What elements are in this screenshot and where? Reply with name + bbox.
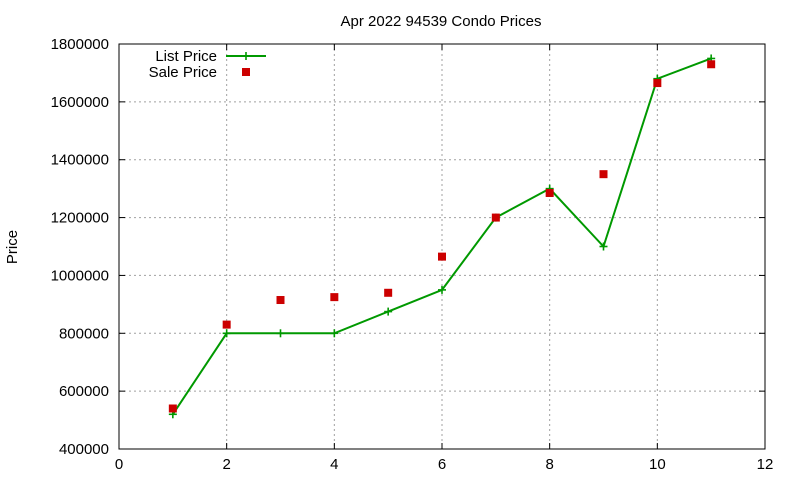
chart-title: Apr 2022 94539 Condo Prices	[341, 13, 542, 30]
y-tick-label: 400000	[59, 441, 109, 458]
y-tick-label: 1800000	[51, 36, 109, 53]
sale-price-point	[330, 293, 339, 302]
grid-lines	[119, 44, 765, 449]
x-tick-label: 2	[222, 456, 230, 473]
list-price-point	[330, 329, 339, 338]
axis-ticks: 0 2 4 6 8 10 12 400000 600000 800000 1000000 120000…	[51, 36, 774, 473]
series-layer	[168, 54, 716, 419]
sale-price-point	[653, 79, 662, 88]
y-tick-label: 1200000	[51, 210, 109, 227]
plot-frame	[118, 43, 766, 450]
legend-marker-list-price	[242, 52, 250, 60]
x-tick-label: 12	[757, 456, 774, 473]
legend-label-list-price: List Price	[155, 48, 217, 65]
x-tick-label: 10	[649, 456, 666, 473]
y-axis-label: Price	[4, 230, 21, 264]
x-tick-label: 4	[330, 456, 338, 473]
list-price-point	[222, 329, 231, 338]
sale-price-point	[168, 404, 177, 413]
x-tick-label: 0	[115, 456, 123, 473]
list-price-point	[599, 242, 608, 251]
sale-price-point	[599, 170, 608, 179]
sale-price-point	[545, 188, 554, 197]
sale-price-point	[222, 320, 231, 329]
y-tick-label: 1400000	[51, 152, 109, 169]
sale-price-point	[707, 60, 716, 69]
y-tick-label: 800000	[59, 325, 109, 342]
legend-marker-sale-price	[242, 68, 250, 76]
sale-price-point	[384, 288, 393, 297]
list-price-point	[438, 285, 446, 294]
y-tick-label: 1000000	[51, 267, 109, 284]
x-tick-label: 6	[438, 456, 446, 473]
list-price-point	[276, 329, 285, 338]
sale-price-point	[438, 252, 446, 261]
list-price-point	[384, 307, 393, 316]
sale-price-point	[276, 296, 285, 305]
legend-label-sale-price: Sale Price	[149, 64, 217, 81]
x-tick-label: 8	[545, 456, 553, 473]
y-tick-label: 600000	[59, 383, 109, 400]
sale-price-point	[491, 213, 500, 222]
y-tick-label: 1600000	[51, 94, 109, 111]
